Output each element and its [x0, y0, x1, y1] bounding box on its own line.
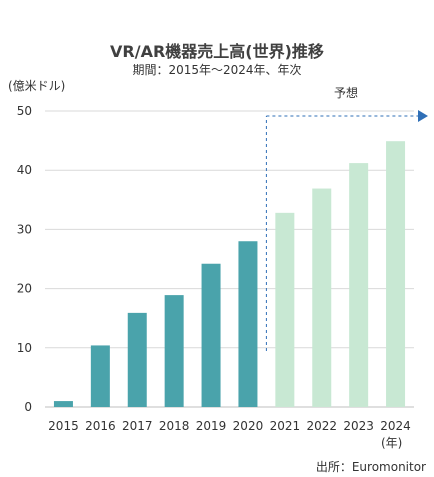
x-tick-label: 2023 [343, 419, 374, 433]
y-tick-label: 10 [17, 341, 32, 355]
x-tick-label: 2018 [159, 419, 190, 433]
x-axis-unit: (年) [381, 436, 403, 450]
x-tick-label: 2020 [233, 419, 264, 433]
bar [127, 312, 147, 407]
x-tick-label: 2021 [270, 419, 301, 433]
bar [164, 295, 184, 407]
bar [349, 163, 369, 407]
chart-title: VR/AR機器売上高(世界)推移 [110, 42, 324, 61]
x-tick-label: 2015 [48, 419, 79, 433]
y-tick-label: 50 [17, 104, 32, 118]
y-tick-label: 20 [17, 282, 32, 296]
bar [312, 188, 332, 407]
y-tick-label: 30 [17, 222, 32, 236]
x-tick-label: 2024 [380, 419, 411, 433]
bar [90, 345, 110, 407]
bar [201, 263, 221, 407]
forecast-arrow-head [418, 110, 428, 122]
x-tick-label: 2022 [306, 419, 337, 433]
source-note: 出所：Euromonitor [315, 460, 426, 474]
x-tick-label: 2017 [122, 419, 153, 433]
x-tick-label: 2019 [196, 419, 227, 433]
bar [53, 401, 73, 407]
bar [386, 141, 406, 407]
chart-subtitle: 期間：2015年〜2024年、年次 [132, 63, 302, 77]
bar [238, 241, 258, 407]
bar [275, 212, 295, 407]
forecast-label: 予想 [334, 85, 358, 100]
y-tick-label: 40 [17, 163, 32, 177]
y-tick-label: 0 [24, 400, 32, 414]
y-axis-unit: (億米ドル) [8, 79, 66, 93]
x-tick-label: 2016 [85, 419, 116, 433]
